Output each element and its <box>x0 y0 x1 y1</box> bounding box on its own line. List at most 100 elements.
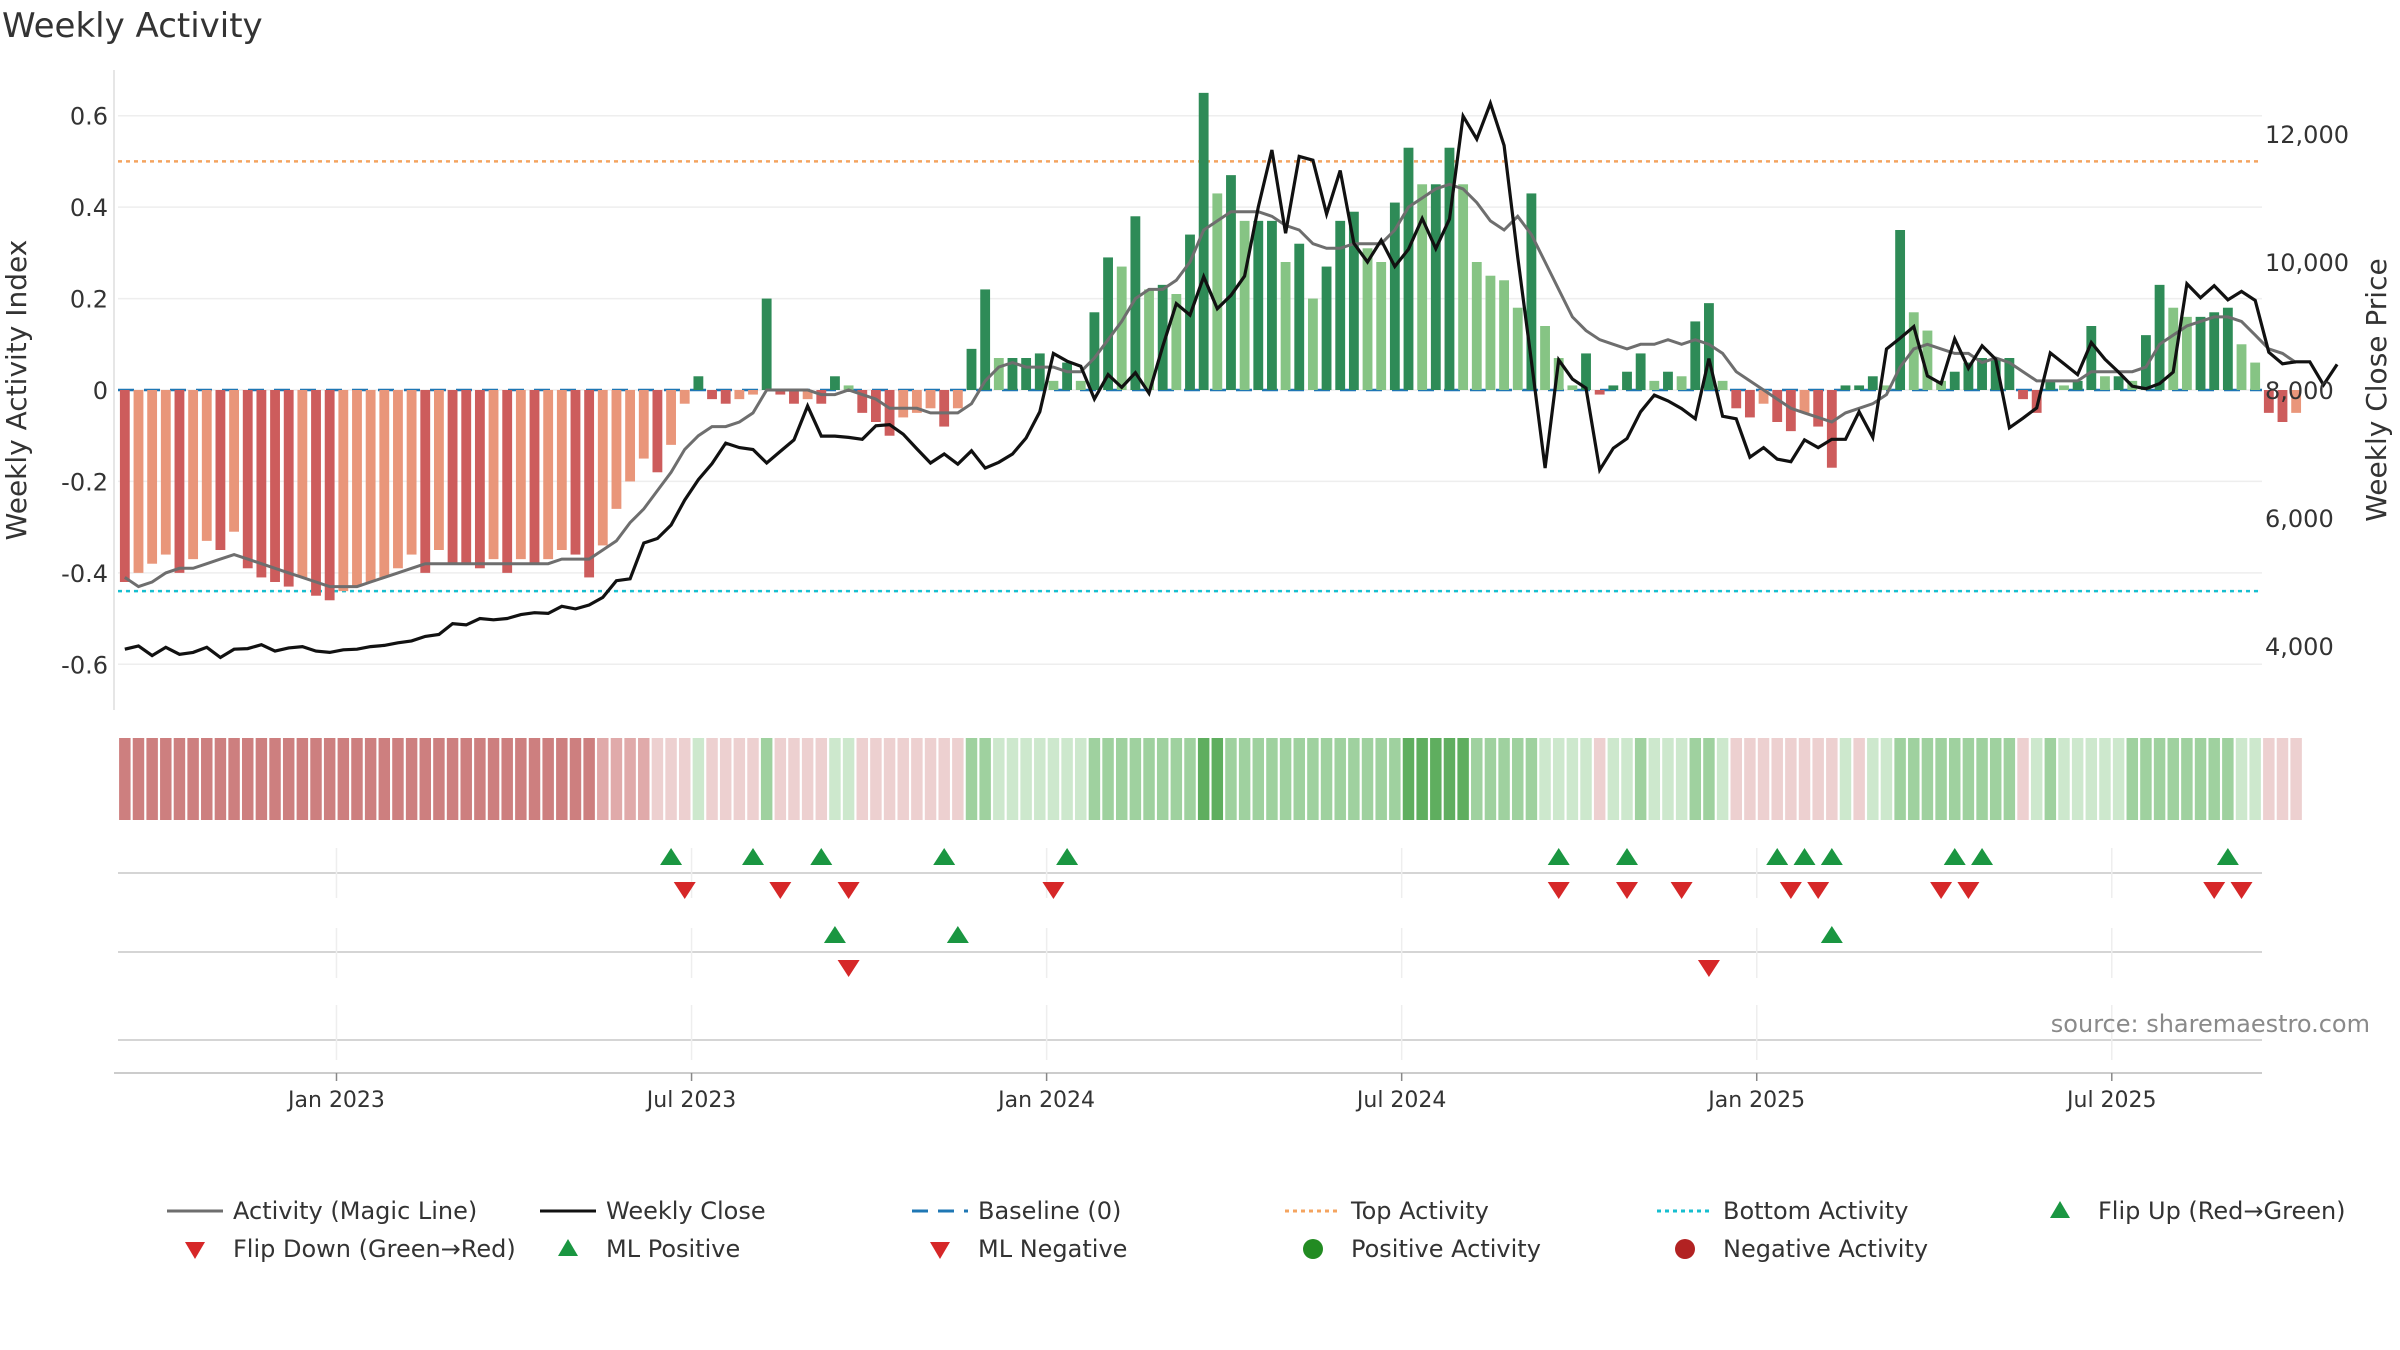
heat-strip-cell <box>474 738 486 820</box>
heat-strip-cell <box>1662 738 1674 820</box>
heat-strip-cell <box>2112 738 2125 820</box>
heat-strip-cell <box>610 738 623 820</box>
y-right-tick-label: 6,000 <box>2265 505 2334 533</box>
heat-strip-cell <box>760 738 773 820</box>
ml-positive-marker <box>823 926 846 943</box>
activity-bar <box>952 390 963 409</box>
x-tick-label: Jan 2024 <box>996 1088 1095 1113</box>
y-left-tick-label: 0.4 <box>70 194 108 222</box>
activity-bar <box>311 390 321 596</box>
top-line-swatch-icon <box>1285 1209 1341 1213</box>
triangle-up-icon <box>558 1239 578 1256</box>
heat-strip-cell <box>1402 738 1415 820</box>
heat-strip-cell <box>979 738 991 820</box>
activity-bar <box>679 390 690 404</box>
legend-item-magic-line[interactable]: Activity (Magic Line) <box>165 1196 477 1226</box>
activity-bar <box>693 376 704 390</box>
activity-bar <box>1417 184 1428 390</box>
heat-strip-cell <box>1962 738 1975 820</box>
y-right-tick-label: 12,000 <box>2265 121 2349 149</box>
activity-bar <box>1430 184 1441 390</box>
legend-item-ml-positive[interactable]: ML Positive <box>538 1234 740 1264</box>
heat-strip-cell <box>2058 738 2070 820</box>
activity-bar <box>1444 147 1455 390</box>
chart-title: Weekly Activity <box>2 6 263 46</box>
activity-bars <box>119 92 2302 601</box>
heat-strip-cell <box>747 738 759 820</box>
heat-strip-cell <box>1129 738 1142 820</box>
activity-bar <box>1731 390 1742 409</box>
heat-strip-cell <box>1989 738 2002 820</box>
heat-strip-cell <box>515 738 527 820</box>
source-note: source: sharemaestro.com <box>2050 1010 2370 1038</box>
activity-bar <box>2250 362 2261 390</box>
heat-strip-cell <box>2276 738 2289 820</box>
x-tick-label: Jan 2023 <box>286 1088 385 1113</box>
heat-strip-cell <box>924 738 937 820</box>
heat-strip-cell <box>201 738 213 820</box>
flip-up-marker <box>810 848 833 865</box>
heat-strip-cell <box>1539 738 1551 820</box>
activity-bar <box>1198 92 1209 390</box>
heat-strip-cell <box>1498 738 1510 820</box>
heat-strip-cell <box>446 738 459 820</box>
activity-bar <box>1144 289 1154 390</box>
heat-strip-cell <box>2290 738 2302 820</box>
heat-strip-cell <box>2140 738 2152 820</box>
heat-strip-cell <box>1279 738 1292 820</box>
heat-strip-cell <box>774 738 787 820</box>
activity-bar <box>1458 184 1469 390</box>
legend-item-positive-activity[interactable]: Positive Activity <box>1283 1234 1541 1264</box>
heat-strip-cell <box>528 738 541 820</box>
activity-bar <box>1267 220 1277 390</box>
activity-bar <box>1785 390 1796 432</box>
activity-bar <box>2113 376 2124 390</box>
legend-item-baseline[interactable]: Baseline (0) <box>910 1196 1121 1226</box>
heat-strip-cell <box>1921 738 1934 820</box>
heat-strip-cell <box>146 738 158 820</box>
legend-item-ml-negative[interactable]: ML Negative <box>910 1234 1127 1264</box>
heat-strip-cell <box>1607 738 1620 820</box>
activity-bar <box>174 390 185 573</box>
legend-item-negative-activity[interactable]: Negative Activity <box>1655 1234 1928 1264</box>
activity-bar <box>297 390 308 578</box>
legend-item-flip-down[interactable]: Flip Down (Green→Red) <box>165 1234 516 1264</box>
heat-strip-cell <box>2263 738 2275 820</box>
flip-up-marker <box>742 848 765 865</box>
activity-bar <box>1403 147 1414 390</box>
legend: Activity (Magic Line) Weekly Close Basel… <box>0 1196 2400 1276</box>
activity-bar <box>1949 371 1960 390</box>
legend-item-weekly-close[interactable]: Weekly Close <box>538 1196 766 1226</box>
legend-item-bottom-activity[interactable]: Bottom Activity <box>1655 1196 1908 1226</box>
activity-bar <box>229 390 239 532</box>
baseline-swatch-icon <box>912 1209 968 1213</box>
activity-bar <box>2181 316 2192 390</box>
flip-down-marker <box>1615 882 1638 899</box>
heat-strip-cell <box>1525 738 1538 820</box>
activity-bar <box>1690 321 1701 390</box>
flip-down-marker <box>1547 882 1570 899</box>
activity-bar <box>584 390 595 578</box>
activity-bar <box>188 390 199 560</box>
activity-bar <box>816 390 827 404</box>
heat-strip-cell <box>2071 738 2084 820</box>
activity-bar <box>1335 220 1346 390</box>
heat-strip-cell <box>801 738 814 820</box>
legend-label: Baseline (0) <box>978 1197 1122 1225</box>
legend-item-flip-up[interactable]: Flip Up (Red→Green) <box>2030 1196 2346 1226</box>
heat-strip-cell <box>2194 738 2207 820</box>
heat-strip-cell <box>296 738 309 820</box>
activity-bar <box>843 385 854 390</box>
activity-bar <box>789 390 799 404</box>
activity-bar <box>1376 262 1387 390</box>
y-right-tick-label: 10,000 <box>2265 249 2349 277</box>
heat-strip-cell <box>1634 738 1647 820</box>
flip-down-marker <box>1042 882 1065 899</box>
activity-bar <box>898 390 909 418</box>
activity-bar <box>939 390 950 427</box>
heat-strip-cell <box>815 738 828 820</box>
heat-strip-cell <box>788 738 800 820</box>
activity-bar <box>570 390 581 555</box>
flip-down-marker <box>1957 882 1980 899</box>
legend-item-top-activity[interactable]: Top Activity <box>1283 1196 1489 1226</box>
